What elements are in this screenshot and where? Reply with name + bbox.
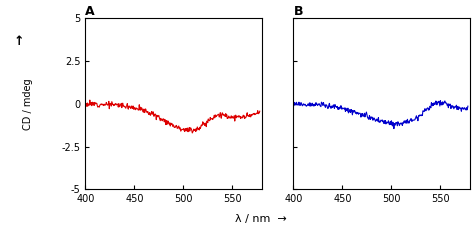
Text: λ / nm  →: λ / nm → (235, 214, 287, 224)
Text: ↑: ↑ (14, 35, 24, 48)
Text: CD / mdeg: CD / mdeg (23, 78, 34, 130)
Text: B: B (293, 6, 303, 18)
Text: A: A (85, 6, 95, 18)
